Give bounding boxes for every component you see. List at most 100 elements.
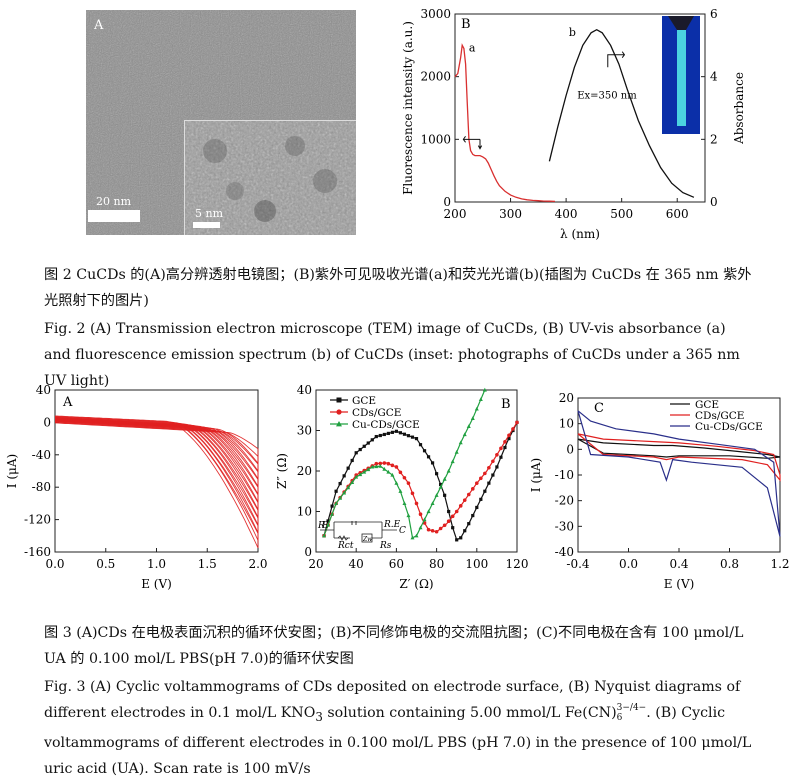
series-b-label: b [569, 26, 576, 39]
data-marker [406, 434, 411, 438]
data-marker [386, 461, 391, 466]
data-marker [322, 533, 327, 538]
data-marker [398, 489, 403, 493]
y-tick-label: 0 [304, 545, 312, 559]
data-marker [394, 465, 399, 469]
data-marker [467, 522, 471, 526]
inset-cuvette-cap [668, 16, 694, 30]
data-marker [342, 474, 346, 478]
x-axis-label: E (V) [664, 577, 695, 591]
data-marker [370, 464, 375, 469]
data-marker [334, 501, 339, 505]
fig2-caption: 图 2 CuCDs 的(A)高分辨透射电镜图；(B)紫外可见吸收光谱(a)和荧光… [44, 262, 756, 394]
data-marker [499, 455, 503, 459]
data-marker [402, 501, 407, 505]
data-marker [466, 424, 471, 429]
y-tick-label: 0 [566, 442, 574, 456]
x-tick-label: 60 [389, 557, 404, 571]
x-tick-label: 400 [555, 207, 578, 221]
legend-label: CDs/GCE [695, 410, 744, 422]
x-tick-label: 0.8 [720, 557, 739, 571]
fig3-caption-en-part1: Fig. 3 (A) Cyclic voltammograms of CDs d… [44, 679, 741, 721]
y-tick-label: 40 [297, 383, 312, 397]
data-marker [503, 440, 507, 444]
data-marker [346, 466, 350, 470]
data-marker [495, 453, 499, 457]
x-tick-label: 100 [465, 557, 488, 571]
x-tick-label: 120 [506, 557, 529, 571]
circuit-label-e: E [321, 521, 329, 531]
fig3-caption-en-sub3: 3 [315, 709, 323, 724]
data-marker [479, 497, 483, 501]
data-marker [463, 529, 467, 533]
data-marker [450, 459, 455, 464]
data-marker [458, 440, 463, 445]
series-line [577, 410, 781, 537]
data-marker [398, 431, 403, 435]
y-axis-label: Z″ (Ω) [275, 453, 289, 489]
data-marker [338, 481, 342, 486]
data-marker [439, 482, 443, 487]
tem-image-main: A 5 nm 20 nm [86, 10, 356, 235]
data-marker [366, 441, 370, 445]
data-marker [418, 443, 423, 447]
circuit-label-rs: Rs [379, 541, 392, 551]
x-tick-label: 1.0 [147, 557, 166, 571]
data-marker [446, 519, 451, 524]
data-marker [390, 463, 395, 468]
y-tick-label: 40 [36, 383, 51, 397]
y-tick-label: -40 [32, 448, 51, 462]
data-marker [330, 504, 334, 508]
data-marker [475, 505, 479, 510]
data-marker [402, 475, 407, 480]
x-axis-label: E (V) [141, 577, 172, 591]
y-tick-label: -120 [24, 513, 51, 527]
circuit-label-c: C [399, 526, 406, 536]
data-marker [406, 513, 411, 518]
inset-scale-label: 5 nm [195, 207, 224, 220]
circuit-resistor [337, 535, 349, 541]
data-marker [374, 464, 379, 469]
data-marker [507, 433, 511, 438]
y-left-tick-label: 2000 [420, 70, 451, 84]
data-marker [358, 447, 362, 452]
data-marker [378, 433, 382, 438]
x-tick-label: -0.4 [566, 557, 590, 571]
cv-cycle-line [54, 420, 259, 465]
data-marker [487, 465, 491, 470]
data-marker [471, 513, 475, 518]
y-axis-label: I (μA) [5, 454, 19, 488]
circuit-label-re: R.E [383, 520, 401, 530]
data-marker [390, 430, 394, 434]
data-marker [474, 406, 479, 411]
data-marker [418, 525, 423, 530]
y-tick-label: 30 [297, 424, 312, 438]
series-line [323, 389, 486, 539]
x-tick-label: 2.0 [248, 557, 267, 571]
data-marker [366, 467, 371, 472]
data-marker [354, 451, 358, 455]
chart-fig3a: 0.0 0.5 1.0 1.5 2.0 40 0 -40 -80 -120 -160 E (V) I (… [5, 383, 268, 591]
series-b-line [548, 28, 695, 198]
data-marker [482, 387, 487, 392]
data-marker [495, 465, 499, 469]
panel-label: B [501, 397, 511, 412]
series-line [577, 438, 781, 459]
x-tick-label: 1.5 [198, 557, 217, 571]
fig3-caption-en-part3: . (B) Cyclic voltammograms of different … [44, 705, 752, 777]
x-tick-label: 500 [610, 207, 633, 221]
data-marker [326, 519, 330, 523]
data-marker [362, 444, 366, 448]
data-marker [442, 523, 447, 528]
data-marker [499, 446, 503, 451]
data-marker [478, 397, 483, 402]
data-marker [434, 493, 439, 497]
series-a-axis-arrow [462, 136, 483, 150]
data-marker [446, 468, 451, 473]
data-marker [402, 432, 407, 436]
data-marker [350, 458, 354, 463]
x-tick-label: 40 [349, 557, 364, 571]
data-marker [491, 459, 495, 464]
data-marker [414, 501, 419, 506]
y-tick-label: -80 [32, 480, 51, 494]
